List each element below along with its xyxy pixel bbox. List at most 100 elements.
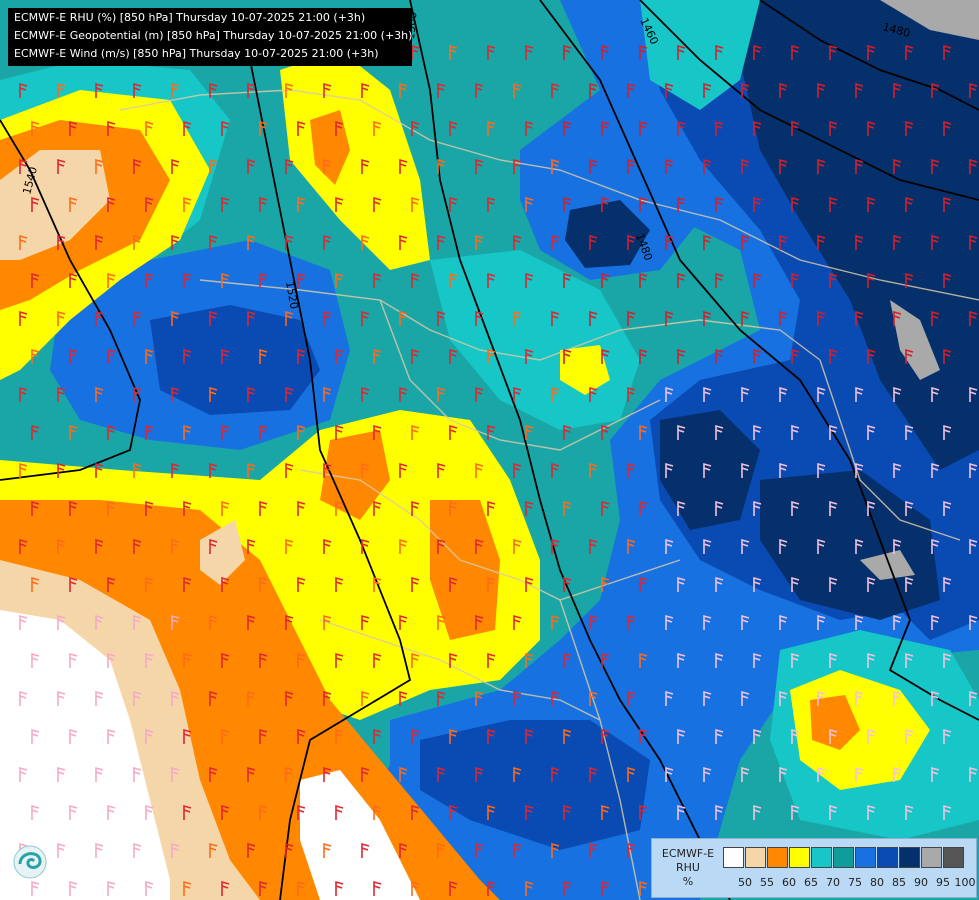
legend-tick-label: 60 xyxy=(782,876,796,889)
wind-barb xyxy=(855,234,864,250)
wind-barb xyxy=(95,614,104,630)
wind-barb xyxy=(373,196,382,212)
wind-barb xyxy=(589,234,598,250)
legend-tick-label: 70 xyxy=(826,876,840,889)
wind-barb xyxy=(753,652,762,668)
wind-barb xyxy=(449,348,458,364)
wind-barb xyxy=(753,272,762,288)
wind-barb xyxy=(487,728,496,744)
wind-barb xyxy=(867,120,876,136)
wind-barb xyxy=(867,576,876,592)
rhu-area-orange-center xyxy=(430,500,500,640)
wind-barb xyxy=(475,462,484,478)
wind-barb xyxy=(449,728,458,744)
wind-barb xyxy=(145,196,154,212)
wind-barb xyxy=(133,766,142,782)
wind-barb xyxy=(905,272,914,288)
wind-barb xyxy=(563,272,572,288)
wind-barb xyxy=(943,804,952,820)
wind-barb xyxy=(221,500,230,516)
wind-barb xyxy=(133,310,142,326)
rhu-legend: ECMWF-E RHU % 50 55 60 65 70 75 80 85 90 95 100 xyxy=(651,838,977,898)
wind-barb xyxy=(715,500,724,516)
wind-barb xyxy=(133,690,142,706)
wind-barb xyxy=(487,500,496,516)
wind-barb xyxy=(589,842,598,858)
wind-barb xyxy=(677,576,686,592)
wind-barb xyxy=(259,424,268,440)
wind-barb xyxy=(525,804,534,820)
wind-barb xyxy=(437,842,446,858)
wind-barb xyxy=(475,310,484,326)
rhu-area-orange-west-center xyxy=(320,430,390,520)
wind-barb xyxy=(145,576,154,592)
wind-barb xyxy=(715,652,724,668)
wind-barb xyxy=(525,348,534,364)
wind-barb xyxy=(525,272,534,288)
wind-barb xyxy=(855,690,864,706)
wind-barb xyxy=(449,44,458,60)
wind-barb xyxy=(145,804,154,820)
wind-barb xyxy=(145,728,154,744)
wind-barb xyxy=(183,728,192,744)
wind-barb xyxy=(715,196,724,212)
wind-barb xyxy=(107,120,116,136)
wind-barb xyxy=(551,82,560,98)
wind-barb xyxy=(487,196,496,212)
wind-barb xyxy=(855,614,864,630)
wind-barb xyxy=(969,766,978,782)
wind-barb xyxy=(209,82,218,98)
wind-barb xyxy=(31,728,40,744)
wind-barb xyxy=(513,690,522,706)
wind-barb xyxy=(703,538,712,554)
wind-barb xyxy=(411,196,420,212)
legend-swatch xyxy=(943,847,964,868)
wind-barb xyxy=(411,424,420,440)
wind-barb xyxy=(183,348,192,364)
wind-barb xyxy=(551,234,560,250)
wind-barb xyxy=(665,386,674,402)
wind-barb xyxy=(817,386,826,402)
wind-barb xyxy=(475,234,484,250)
wind-barb xyxy=(475,538,484,554)
wind-barb xyxy=(779,82,788,98)
wind-barb xyxy=(513,614,522,630)
wind-barb xyxy=(893,386,902,402)
wind-barb xyxy=(95,538,104,554)
wind-barb xyxy=(449,272,458,288)
wind-barb xyxy=(791,348,800,364)
wind-barb xyxy=(943,120,952,136)
wind-barb xyxy=(753,576,762,592)
wind-barb xyxy=(639,728,648,744)
wind-barb xyxy=(285,234,294,250)
wind-barb xyxy=(779,158,788,174)
wind-barb xyxy=(361,690,370,706)
legend-swatch xyxy=(745,847,766,868)
wind-barb xyxy=(247,614,256,630)
wind-barb xyxy=(551,310,560,326)
wind-barb xyxy=(855,386,864,402)
wind-barb xyxy=(829,652,838,668)
wind-barb xyxy=(677,120,686,136)
wind-barb xyxy=(905,196,914,212)
wind-barb xyxy=(513,310,522,326)
wind-barb xyxy=(323,614,332,630)
wind-barb xyxy=(525,196,534,212)
wind-barb xyxy=(931,158,940,174)
wind-barb xyxy=(323,538,332,554)
rhu-area-west-darkblue2 xyxy=(150,305,320,415)
wind-barb xyxy=(855,82,864,98)
wind-barb xyxy=(627,386,636,402)
wind-barb xyxy=(703,158,712,174)
wind-barb xyxy=(145,272,154,288)
wind-barb xyxy=(95,766,104,782)
wind-barb xyxy=(817,234,826,250)
wind-barb xyxy=(513,234,522,250)
wind-barb xyxy=(373,804,382,820)
wind-barb xyxy=(829,576,838,592)
wind-barb xyxy=(639,500,648,516)
wind-barb xyxy=(183,804,192,820)
wind-barb xyxy=(399,158,408,174)
wind-barb xyxy=(753,804,762,820)
wind-barb xyxy=(95,842,104,858)
